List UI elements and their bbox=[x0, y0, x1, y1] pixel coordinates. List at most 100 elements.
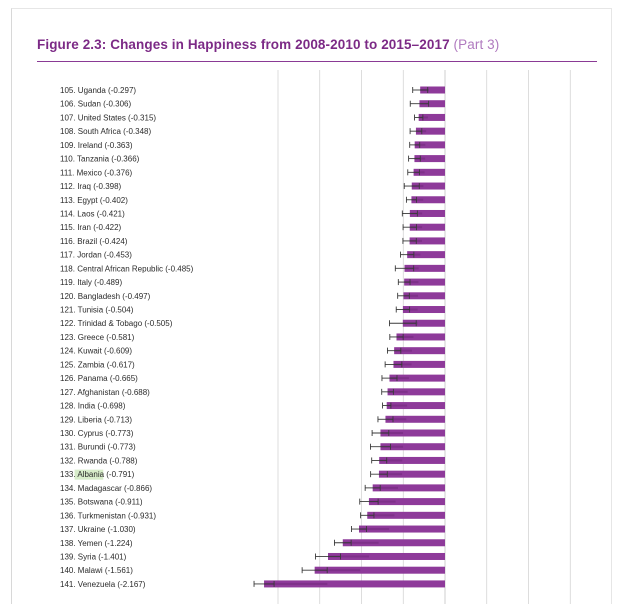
category-label: 119. Italy (-0.489) bbox=[60, 278, 122, 287]
bar-inner-band bbox=[402, 308, 418, 311]
bar-inner-band bbox=[403, 294, 419, 297]
bar-inner-band bbox=[264, 582, 328, 585]
category-label: 112. Iraq (-0.398) bbox=[60, 182, 122, 191]
category-label: 122. Trinidad & Tobago (-0.505) bbox=[60, 319, 173, 328]
category-label: 113. Egypt (-0.402) bbox=[60, 196, 128, 205]
bar bbox=[389, 374, 445, 382]
bar bbox=[396, 333, 445, 341]
bar bbox=[419, 100, 445, 108]
figure-title: Figure 2.3: Changes in Happiness from 20… bbox=[37, 37, 499, 57]
bar bbox=[415, 127, 445, 135]
error-bars bbox=[253, 87, 430, 587]
category-label: 137. Ukraine (-1.030) bbox=[60, 525, 136, 534]
bar-inner-band bbox=[380, 445, 404, 448]
bar bbox=[409, 237, 445, 245]
category-label: 130. Cyprus (-0.773) bbox=[60, 429, 134, 438]
category-label: 110. Tanzania (-0.366) bbox=[60, 155, 140, 164]
bar bbox=[411, 182, 445, 190]
category-label: 129. Liberia (-0.713) bbox=[60, 415, 132, 424]
category-label: 131. Burundi (-0.773) bbox=[60, 443, 136, 452]
bar bbox=[328, 552, 445, 560]
bar-inner-band bbox=[411, 198, 424, 201]
bar bbox=[404, 278, 445, 286]
category-label: 123. Greece (-0.581) bbox=[60, 333, 135, 342]
bar-inner-band bbox=[394, 349, 412, 352]
category-label: 109. Ireland (-0.363) bbox=[60, 141, 133, 150]
category-label: 117. Jordan (-0.453) bbox=[60, 251, 132, 260]
category-label: 135. Botswana (-0.911) bbox=[60, 498, 143, 507]
category-label: 124. Kuwait (-0.609) bbox=[60, 347, 132, 356]
bar bbox=[402, 319, 445, 327]
bar bbox=[407, 251, 445, 259]
bar-inner-band bbox=[378, 473, 403, 476]
bar-inner-band bbox=[386, 404, 408, 407]
bar bbox=[368, 498, 445, 506]
bar bbox=[379, 456, 445, 464]
category-label: 133. Albania (-0.791) bbox=[60, 470, 135, 479]
bar bbox=[393, 360, 445, 368]
bar bbox=[394, 347, 445, 355]
bar bbox=[403, 292, 445, 300]
bars bbox=[264, 86, 445, 588]
bar bbox=[387, 388, 445, 396]
category-label: 118. Central African Republic (-0.485) bbox=[60, 264, 194, 273]
bar-inner-band bbox=[358, 528, 390, 531]
category-label: 121. Tunisia (-0.504) bbox=[60, 306, 134, 315]
bar bbox=[386, 402, 445, 410]
bar-inner-band bbox=[342, 541, 379, 544]
title-rule bbox=[37, 61, 597, 62]
bar bbox=[342, 539, 445, 547]
bar-inner-band bbox=[387, 390, 408, 393]
category-label: 126. Panama (-0.665) bbox=[60, 374, 138, 383]
bar-inner-band bbox=[393, 363, 412, 366]
bar bbox=[367, 511, 445, 519]
category-label: 127. Afghanistan (-0.688) bbox=[60, 388, 150, 397]
bar bbox=[402, 306, 445, 314]
bar bbox=[409, 223, 445, 231]
bar-inner-band bbox=[396, 335, 414, 338]
category-label: 116. Brazil (-0.424) bbox=[60, 237, 128, 246]
bar-inner-band bbox=[314, 569, 361, 572]
category-label: 120. Bangladesh (-0.497) bbox=[60, 292, 151, 301]
bar-inner-band bbox=[404, 281, 419, 284]
bar bbox=[314, 566, 445, 574]
category-label: 111. Mexico (-0.376) bbox=[60, 168, 133, 177]
category-label: 106. Sudan (-0.306) bbox=[60, 100, 131, 109]
bar-inner-band bbox=[368, 500, 396, 503]
category-label: 128. India (-0.698) bbox=[60, 402, 126, 411]
category-label: 105. Uganda (-0.297) bbox=[60, 86, 136, 95]
bar bbox=[264, 580, 445, 588]
category-label: 108. South Africa (-0.348) bbox=[60, 127, 152, 136]
category-label: 139. Syria (-1.401) bbox=[60, 552, 127, 561]
bar bbox=[414, 155, 445, 163]
bar bbox=[413, 168, 445, 176]
bar-inner-band bbox=[380, 432, 404, 434]
category-label: 114. Laos (-0.421) bbox=[60, 209, 125, 218]
bar bbox=[380, 443, 445, 451]
bar bbox=[380, 429, 445, 437]
bar bbox=[404, 264, 445, 272]
highlight-box bbox=[74, 469, 104, 480]
bar bbox=[372, 484, 445, 492]
figure-title-main: Figure 2.3: Changes in Happiness from 20… bbox=[37, 37, 450, 52]
category-label: 140. Malawi (-1.561) bbox=[60, 566, 133, 575]
bar-inner-band bbox=[385, 418, 407, 421]
bar-inner-band bbox=[389, 377, 409, 380]
bar bbox=[414, 141, 445, 149]
category-label: 136. Turkmenistan (-0.931) bbox=[60, 511, 156, 520]
figure-title-part: (Part 3) bbox=[453, 37, 500, 52]
category-label: 125. Zambia (-0.617) bbox=[60, 360, 135, 369]
bar-inner-band bbox=[328, 555, 369, 558]
category-label: 115. Iran (-0.422) bbox=[60, 223, 122, 232]
bar bbox=[378, 470, 445, 478]
category-label: 134. Madagascar (-0.866) bbox=[60, 484, 152, 493]
category-label: 138. Yemen (-1.224) bbox=[60, 539, 133, 548]
bar-inner-band bbox=[367, 514, 395, 517]
bar bbox=[358, 525, 445, 533]
bar bbox=[409, 209, 445, 217]
bar bbox=[385, 415, 445, 423]
bar-inner-band bbox=[372, 486, 398, 489]
category-labels: 105. Uganda (-0.297) 106. Sudan (-0.306) 1… bbox=[60, 86, 194, 589]
